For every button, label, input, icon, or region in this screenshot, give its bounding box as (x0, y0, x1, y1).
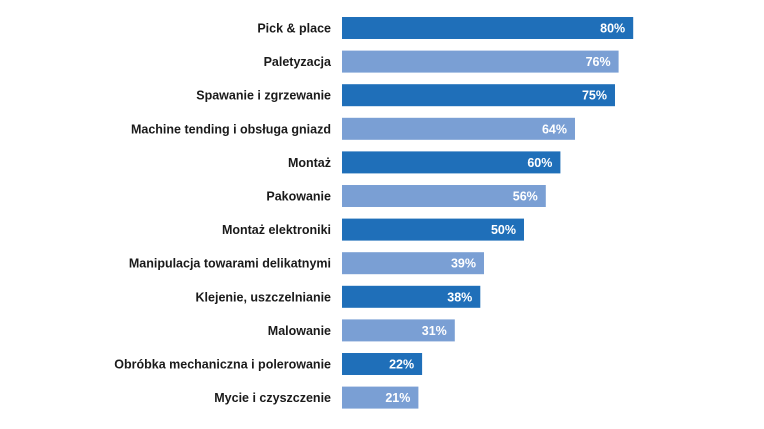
bar (342, 117, 575, 140)
category-label: Mycie i czyszczenie (214, 391, 331, 405)
bar (342, 218, 524, 241)
value-label: 76% (586, 55, 611, 69)
value-label: 21% (385, 391, 410, 405)
category-label: Montaż (288, 156, 331, 170)
bar (342, 353, 423, 375)
bar (342, 252, 484, 275)
value-label: 80% (600, 22, 625, 36)
category-label: Malowanie (268, 324, 331, 338)
bar (342, 17, 634, 39)
bar (342, 84, 615, 107)
category-label: Pakowanie (266, 190, 331, 204)
category-label: Obróbka mechaniczna i polerowanie (114, 358, 331, 372)
bar (342, 185, 546, 207)
value-label: 38% (447, 290, 472, 304)
category-label: Montaż elektroniki (222, 223, 331, 237)
category-label: Paletyzacja (264, 55, 332, 69)
bar (342, 386, 419, 409)
bar (342, 50, 619, 73)
value-label: 31% (422, 324, 447, 338)
value-label: 50% (491, 223, 516, 237)
value-label: 39% (451, 257, 476, 271)
category-label: Manipulacja towarami delikatnymi (129, 257, 331, 271)
value-label: 56% (513, 190, 538, 204)
bar (342, 151, 561, 174)
value-label: 60% (527, 156, 552, 170)
bar (342, 319, 455, 342)
value-label: 22% (389, 358, 414, 372)
value-label: 75% (582, 89, 607, 103)
bar (342, 285, 481, 308)
category-label: Pick & place (257, 22, 331, 36)
category-label: Machine tending i obsługa gniazd (131, 122, 331, 136)
value-label: 64% (542, 122, 567, 136)
category-label: Spawanie i zgrzewanie (196, 89, 331, 103)
category-label: Klejenie, uszczelnianie (196, 290, 332, 304)
